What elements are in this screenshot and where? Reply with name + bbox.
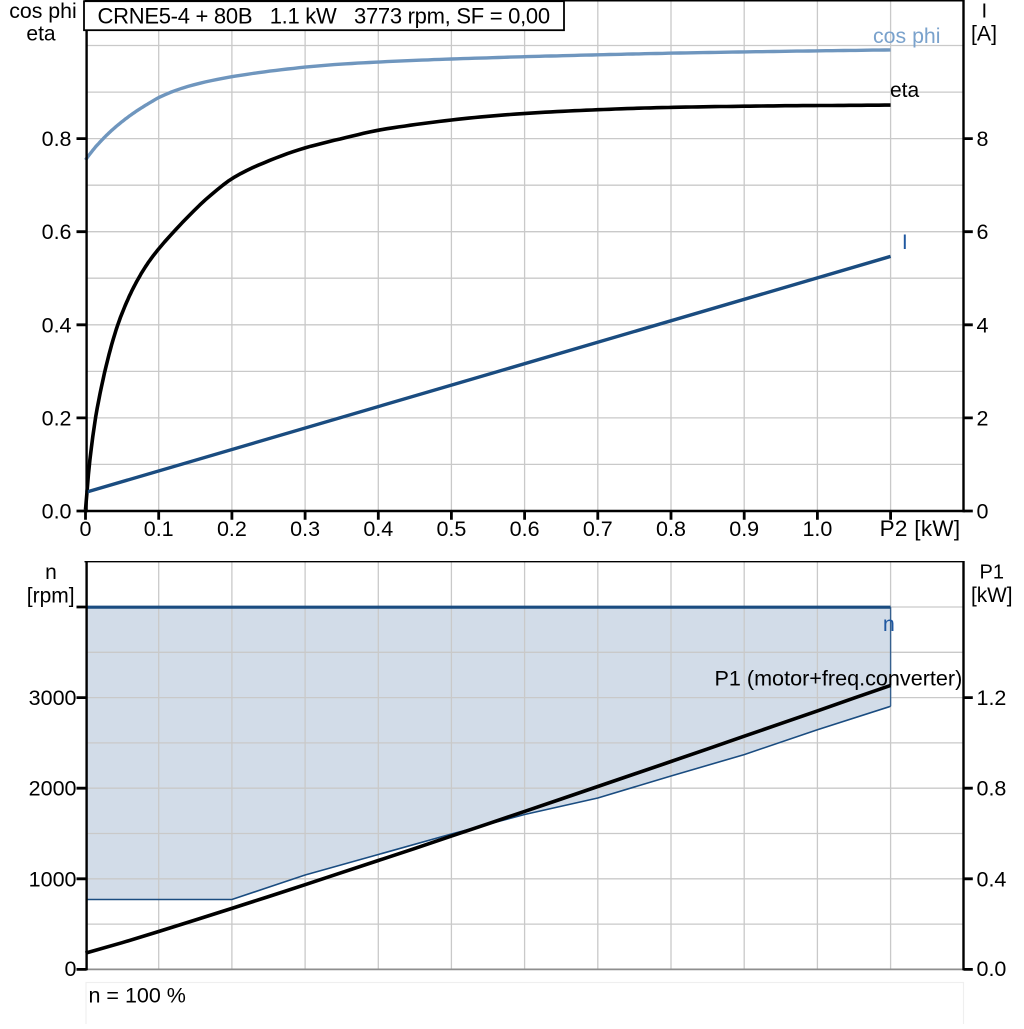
svg-text:P1 (motor+freq.converter): P1 (motor+freq.converter) [714, 666, 962, 691]
svg-text:P1: P1 [980, 561, 1004, 583]
svg-text:I: I [902, 231, 908, 254]
svg-text:8: 8 [977, 127, 989, 151]
svg-text:0.8: 0.8 [656, 517, 686, 541]
svg-text:0: 0 [80, 517, 92, 541]
svg-text:6: 6 [977, 220, 989, 244]
svg-text:[A]: [A] [971, 22, 997, 45]
svg-text:4: 4 [977, 313, 989, 337]
svg-text:0.0: 0.0 [42, 500, 72, 524]
svg-text:cos phi: cos phi [9, 0, 76, 23]
svg-text:0.3: 0.3 [290, 517, 320, 541]
svg-text:P2 [kW]: P2 [kW] [880, 516, 961, 541]
svg-text:0.5: 0.5 [436, 517, 466, 541]
svg-text:n = 100 %: n = 100 % [89, 983, 186, 1007]
svg-text:0.4: 0.4 [42, 313, 72, 337]
svg-text:CRNE5-4 + 80B 1.1 kW 3773: CRNE5-4 + 80B 1.1 kW 3773 rpm, SF = 0,00 [98, 4, 550, 29]
svg-text:0.0: 0.0 [977, 957, 1007, 981]
svg-text:n: n [45, 561, 57, 584]
svg-text:[kW]: [kW] [971, 584, 1013, 607]
svg-text:0: 0 [65, 957, 77, 981]
svg-text:0.1: 0.1 [144, 517, 174, 541]
svg-text:0.4: 0.4 [363, 517, 393, 541]
svg-text:0.7: 0.7 [583, 517, 613, 541]
svg-text:0.8: 0.8 [42, 127, 72, 151]
svg-text:I: I [981, 1, 987, 23]
svg-text:0.2: 0.2 [42, 406, 72, 430]
svg-text:eta: eta [26, 23, 56, 46]
svg-text:n: n [883, 612, 895, 636]
svg-text:0: 0 [977, 500, 989, 524]
svg-text:1.2: 1.2 [977, 686, 1007, 710]
svg-text:0.9: 0.9 [729, 517, 759, 541]
svg-text:0.6: 0.6 [42, 220, 72, 244]
svg-text:0.8: 0.8 [977, 777, 1007, 801]
svg-text:eta: eta [890, 79, 920, 102]
svg-text:0.4: 0.4 [977, 867, 1007, 891]
svg-text:2000: 2000 [29, 777, 77, 801]
svg-text:1.0: 1.0 [802, 517, 832, 541]
svg-text:0.2: 0.2 [217, 517, 247, 541]
svg-text:3000: 3000 [29, 686, 77, 710]
svg-text:1000: 1000 [29, 867, 77, 891]
svg-text:cos phi: cos phi [873, 24, 940, 48]
svg-text:2: 2 [977, 406, 989, 430]
svg-text:0.6: 0.6 [510, 517, 540, 541]
svg-text:[rpm]: [rpm] [27, 584, 75, 607]
